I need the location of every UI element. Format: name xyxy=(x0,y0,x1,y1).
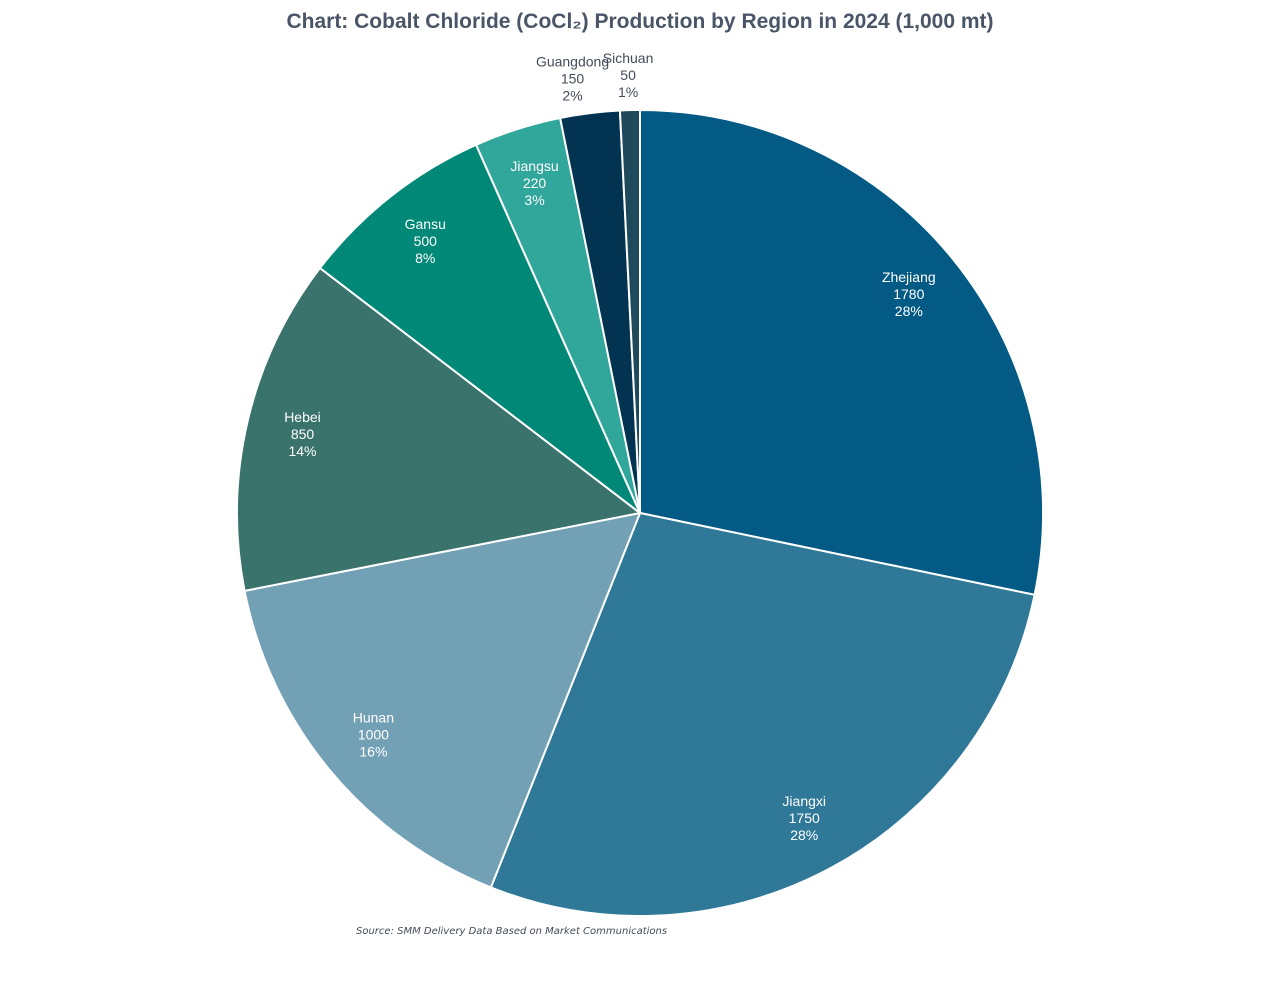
slice-label-percent: 2% xyxy=(562,87,582,103)
slice-label-name: Jiangxi xyxy=(782,793,826,809)
pie-slice-sichuan xyxy=(618,108,641,514)
slice-label-percent: 16% xyxy=(359,743,387,759)
slice-label-percent: 14% xyxy=(288,443,316,459)
slice-label-name: Guangdong xyxy=(536,53,609,69)
slice-label-value: 220 xyxy=(523,175,547,191)
slice-label-name: Zhejiang xyxy=(882,269,936,285)
slice-label-percent: 28% xyxy=(895,303,923,319)
pie-slice-hebei xyxy=(236,266,643,593)
chart-title: Chart: Cobalt Chloride (CoCl₂) Productio… xyxy=(286,10,994,33)
slice-label-name: Sichuan xyxy=(603,50,654,66)
slice-label-value: 850 xyxy=(291,426,315,442)
slice-label-name: Gansu xyxy=(405,216,446,232)
slice-label-name: Hunan xyxy=(353,709,394,725)
pie-slice-hunan xyxy=(243,511,642,889)
slice-label-value: 1000 xyxy=(358,726,389,742)
pie-slice-gansu xyxy=(318,143,641,514)
slice-label-name: Jiangsu xyxy=(510,158,558,174)
slice-label-value: 500 xyxy=(414,233,438,249)
pie-slice-jiangxi xyxy=(489,511,1036,917)
slice-label-value: 1780 xyxy=(893,286,924,302)
slice-label-value: 1750 xyxy=(789,810,820,826)
slice-label-percent: 3% xyxy=(524,192,544,208)
pie-slice-zhejiang xyxy=(639,108,1045,597)
slice-label-value: 50 xyxy=(620,67,636,83)
slice-label-name: Hebei xyxy=(284,409,321,425)
chart-source-note: Source: SMM Delivery Data Based on Marke… xyxy=(356,926,668,937)
slice-label-percent: 1% xyxy=(618,84,638,100)
slice-label-percent: 8% xyxy=(415,250,435,266)
slice-label-percent: 28% xyxy=(790,827,818,843)
slice-label-value: 150 xyxy=(561,70,585,86)
